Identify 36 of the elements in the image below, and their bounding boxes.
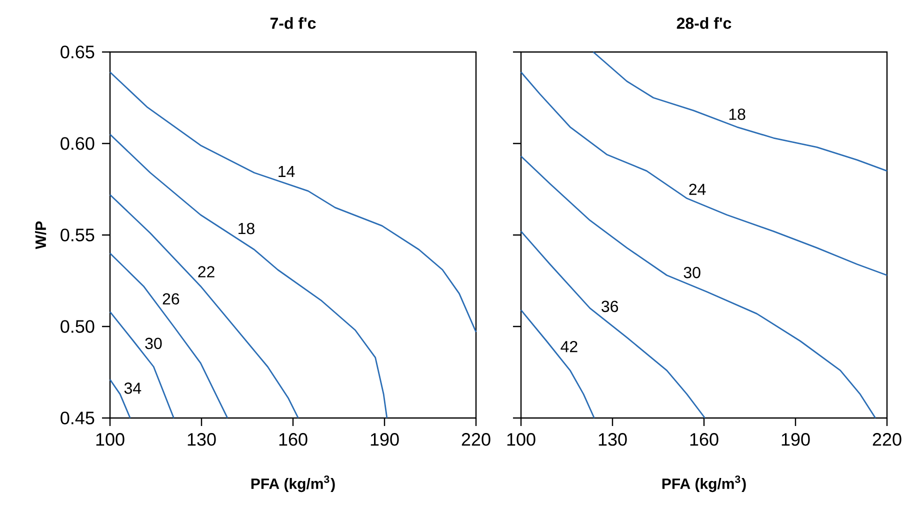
y-tick-label: 0.50 [60, 320, 94, 333]
series-label: 30 [684, 266, 700, 278]
chart-title: 28-d f'c [676, 17, 732, 29]
x-tick-label: 100 [507, 433, 536, 446]
series-label: 24 [689, 184, 706, 195]
x-tick-label: 190 [782, 433, 810, 446]
x-tick-label: 100 [96, 433, 124, 446]
series-label: 36 [602, 300, 618, 312]
y-tick-label: 0.55 [60, 228, 94, 242]
x-tick-label: 220 [462, 433, 490, 446]
chart-title: 7-d f'c [270, 17, 316, 29]
series-label: 14 [278, 166, 295, 177]
y-tick-label: 0.60 [60, 137, 94, 150]
line-series [109, 252, 228, 419]
x-tick-label: 130 [598, 433, 627, 446]
series-label: 18 [729, 108, 746, 120]
series-label: 34 [124, 382, 142, 394]
y-tick-label: 0.45 [60, 412, 94, 424]
series-label: 26 [162, 293, 180, 305]
x-tick-label: 220 [872, 433, 902, 446]
series-label: 18 [238, 222, 254, 234]
line-series [109, 71, 477, 333]
y-tick-label: 0.65 [60, 46, 94, 58]
x-axis-title: PFA (kg/m$^{3}$) [251, 476, 335, 492]
series-label: 42 [560, 340, 578, 352]
series-label: 30 [145, 338, 162, 350]
x-tick-label: 160 [690, 433, 718, 446]
line-series [109, 134, 388, 419]
x-axis-title: PFA (kg/m$^{3}$) [662, 476, 746, 492]
line-series [109, 311, 174, 419]
series-label: 22 [198, 266, 214, 278]
x-tick-label: 190 [370, 433, 399, 446]
y-axis-title: W/P [35, 221, 46, 250]
line-series [109, 194, 299, 419]
x-tick-label: 130 [188, 433, 216, 446]
x-tick-label: 160 [279, 433, 308, 446]
